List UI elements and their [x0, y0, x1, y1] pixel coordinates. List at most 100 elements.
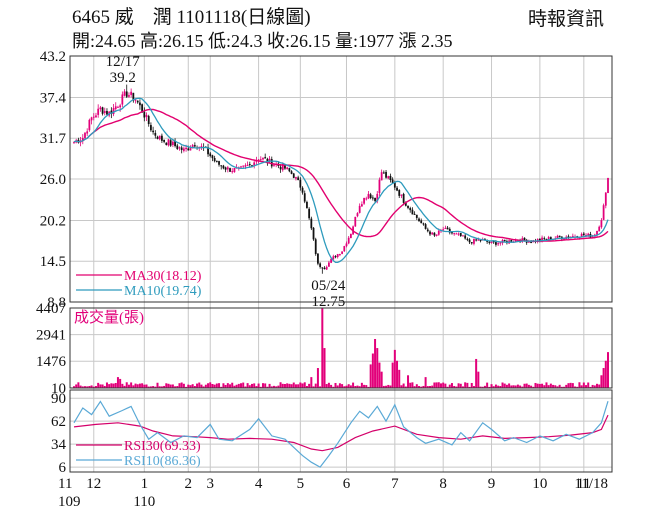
volume-bar: [182, 383, 185, 388]
x-tick-label: 6: [343, 476, 351, 492]
candle-body: [130, 91, 133, 95]
volume-bar: [563, 386, 566, 388]
volume-bar: [341, 384, 344, 388]
candle-body: [189, 148, 192, 151]
candle-body: [571, 235, 574, 237]
candle-body: [178, 147, 181, 149]
volume-bar: [99, 384, 102, 388]
candle-body: [382, 172, 385, 174]
candle-body: [303, 193, 306, 202]
candle-body: [147, 116, 150, 125]
volume-bar: [154, 386, 157, 388]
volume-bar: [261, 383, 264, 388]
volume-bar: [538, 383, 541, 388]
candle-body: [545, 238, 548, 240]
volume-bar: [409, 382, 412, 388]
volume-bar: [178, 383, 181, 388]
volume-bar: [497, 385, 500, 388]
volume-bar: [174, 386, 177, 388]
volume-bar: [424, 377, 427, 388]
volume-bar: [389, 385, 392, 388]
volume-bar: [213, 384, 216, 388]
candle-body: [246, 164, 249, 166]
candle-body: [420, 220, 423, 224]
candle-body: [86, 131, 89, 134]
volume-bar: [259, 386, 262, 388]
candle-body: [132, 92, 135, 101]
candle-body: [385, 171, 387, 178]
rsi-legend-label: RSI10(86.36): [124, 454, 201, 469]
candle-body: [270, 159, 273, 167]
volume-bar: [433, 382, 436, 388]
volume-bar: [453, 385, 456, 388]
candle-body: [435, 234, 438, 236]
candle-body: [404, 202, 407, 206]
volume-bar: [580, 385, 583, 388]
volume-bar: [521, 386, 524, 388]
candle-body: [369, 194, 372, 199]
volume-bar: [116, 377, 119, 388]
volume-bar: [490, 384, 493, 388]
candle-body: [457, 233, 460, 235]
candle-body: [464, 235, 467, 239]
volume-bar: [299, 382, 302, 388]
volume-bar: [251, 383, 253, 388]
volume-bar: [336, 385, 339, 388]
volume-bar: [345, 385, 348, 388]
candle-body: [209, 153, 212, 156]
rsi-tick-label: 34: [51, 437, 67, 453]
volume-bar: [281, 383, 284, 388]
volume-bar: [556, 386, 559, 388]
annotation-date: 12/17: [106, 54, 141, 70]
candle-body: [527, 241, 530, 243]
candle-body: [123, 91, 126, 96]
volume-bar: [143, 384, 146, 388]
candle-body: [191, 145, 194, 149]
candle-body: [306, 201, 308, 209]
candle-body: [321, 267, 324, 269]
volume-bar: [435, 382, 438, 388]
volume-bar: [587, 382, 590, 388]
volume-bar: [431, 385, 434, 388]
candle-body: [490, 241, 493, 244]
candle-body: [161, 135, 163, 141]
rsi-tick-label: 90: [51, 391, 66, 407]
candle-body: [567, 236, 570, 238]
candle-body: [257, 159, 260, 161]
volume-bar: [376, 348, 379, 388]
candle-body: [312, 227, 315, 240]
volume-bar: [429, 386, 431, 388]
volume-bar: [316, 368, 319, 388]
volume-bar: [158, 386, 161, 388]
volume-bar: [455, 386, 458, 388]
candle-body: [141, 104, 144, 113]
volume-bar: [565, 384, 568, 388]
candle-body: [451, 232, 453, 234]
candle-body: [244, 165, 247, 167]
candle-body: [549, 237, 552, 240]
volume-bar: [356, 385, 359, 388]
x-tick-label: 11: [577, 476, 591, 492]
price-frame: [69, 55, 613, 303]
candle-body: [176, 145, 179, 149]
candle-body: [407, 205, 409, 208]
candle-body: [174, 140, 176, 147]
candle-body: [154, 132, 157, 136]
candle-body: [295, 177, 297, 179]
volume-bar: [310, 377, 313, 388]
annotation-date: 05/24: [311, 278, 346, 294]
candle-body: [325, 266, 328, 270]
candle-body: [563, 238, 565, 240]
volume-bar: [352, 382, 355, 388]
volume-bar: [534, 382, 537, 388]
candle-body: [387, 176, 390, 179]
candle-body: [473, 239, 475, 244]
candle-body: [90, 117, 93, 121]
volume-bar: [446, 386, 449, 388]
volume-bar: [248, 385, 251, 388]
volume-bar: [171, 384, 174, 388]
candle-body: [336, 254, 339, 258]
volume-bar: [233, 385, 236, 388]
volume-bar: [527, 384, 530, 388]
volume-bar: [204, 384, 207, 388]
